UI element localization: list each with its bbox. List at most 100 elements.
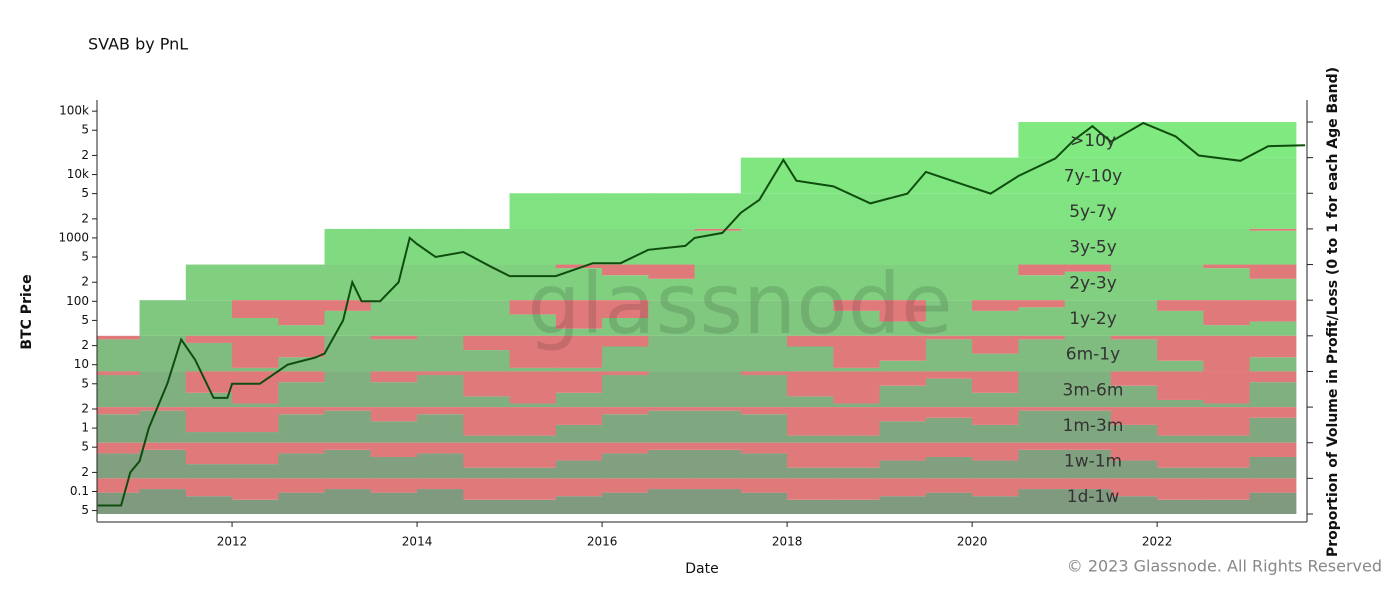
loss-bar (1203, 407, 1251, 436)
profit-bar (694, 410, 742, 443)
profit-bar (1018, 275, 1066, 301)
profit-bar (694, 193, 742, 229)
profit-bar (1203, 467, 1251, 479)
profit-bar (1157, 228, 1204, 265)
y-tick-label: 5 (81, 503, 89, 517)
profit-bar (232, 499, 279, 514)
profit-bar (787, 264, 834, 301)
loss-bar (555, 300, 603, 329)
loss-bar (972, 371, 1019, 393)
loss-bar (1018, 407, 1066, 411)
loss-bar (509, 478, 557, 500)
profit-bar (694, 489, 742, 514)
profit-bar (1249, 321, 1297, 336)
loss-bar (1018, 335, 1066, 340)
profit-bar (97, 453, 141, 479)
profit-bar (232, 367, 279, 372)
loss-bar (1064, 442, 1112, 450)
profit-bar (1157, 193, 1204, 229)
profit-bar (1018, 339, 1066, 372)
loss-bar (370, 478, 418, 493)
loss-bar (324, 442, 372, 450)
x-tick-label: 2012 (217, 535, 248, 549)
loss-bar (1249, 264, 1297, 279)
loss-bar (1110, 442, 1158, 461)
loss-bar (602, 442, 649, 454)
loss-bar (1203, 335, 1251, 372)
loss-bar (1110, 407, 1158, 425)
loss-bar (925, 371, 973, 379)
profit-bar (648, 278, 696, 301)
profit-bar (417, 300, 464, 336)
loss-bar (972, 442, 1019, 461)
loss-bar (602, 407, 649, 415)
profit-bar (740, 492, 788, 514)
profit-bar (1110, 385, 1158, 408)
loss-bar (232, 442, 279, 465)
profit-bar (1110, 193, 1158, 229)
x-tick-label: 2016 (587, 535, 618, 549)
profit-bar (417, 414, 464, 443)
loss-bar (1249, 442, 1297, 457)
profit-bar (417, 228, 464, 265)
profit-bar (1203, 228, 1251, 265)
profit-bar (740, 300, 788, 336)
profit-bar (1203, 122, 1251, 158)
y-tick-label: 5 (81, 376, 89, 390)
profit-bar (1249, 230, 1297, 265)
profit-bar (370, 300, 418, 336)
profit-bar (370, 456, 418, 479)
loss-bar (740, 371, 788, 376)
loss-bar (740, 407, 788, 415)
x-tick-label: 2022 (1142, 535, 1173, 549)
profit-bar (602, 492, 649, 514)
profit-bar (370, 382, 418, 408)
loss-bar (97, 442, 141, 454)
loss-bar (1018, 300, 1066, 308)
chart-title: SVAB by PnL (88, 35, 188, 54)
profit-bar (740, 157, 788, 194)
profit-bar (787, 157, 834, 194)
loss-bar (879, 371, 927, 386)
profit-bar (648, 489, 696, 514)
profit-bar (185, 464, 233, 479)
loss-bar (1249, 300, 1297, 322)
profit-bar (232, 432, 279, 443)
profit-bar (463, 396, 511, 408)
profit-bar (370, 228, 418, 265)
profit-bar (1157, 310, 1204, 336)
profit-bar (278, 492, 326, 514)
y-tick-label: 0.1 (70, 484, 89, 498)
profit-bar (1064, 228, 1112, 265)
y-tick-label: 5 (81, 186, 89, 200)
loss-bar (185, 478, 233, 497)
profit-bar (232, 264, 279, 301)
loss-bar (139, 407, 187, 411)
profit-bar (925, 456, 973, 479)
loss-bar (925, 478, 973, 493)
profit-bar (972, 392, 1019, 408)
profit-bar (833, 435, 881, 443)
loss-bar (139, 478, 187, 490)
loss-bar (509, 371, 557, 404)
profit-bar (1110, 300, 1158, 336)
profit-bar (1110, 228, 1158, 265)
loss-bar (925, 407, 973, 418)
x-tick-label: 2018 (772, 535, 803, 549)
profit-bar (1249, 456, 1297, 479)
loss-bar (833, 442, 881, 468)
loss-bar (1203, 300, 1251, 326)
loss-bar (1018, 478, 1066, 490)
profit-bar (509, 467, 557, 479)
loss-bar (509, 335, 557, 368)
profit-bar (648, 371, 696, 408)
loss-bar (879, 407, 927, 422)
profit-bar (232, 403, 279, 408)
band-label: 1d-1w (1067, 487, 1120, 507)
y2-axis-label: Proportion of Volume in Profit/Loss (0 t… (1325, 67, 1341, 557)
loss-bar (278, 478, 326, 493)
loss-bar (232, 335, 279, 368)
profit-bar (879, 157, 927, 194)
profit-bar (833, 467, 881, 479)
loss-bar (694, 478, 742, 490)
